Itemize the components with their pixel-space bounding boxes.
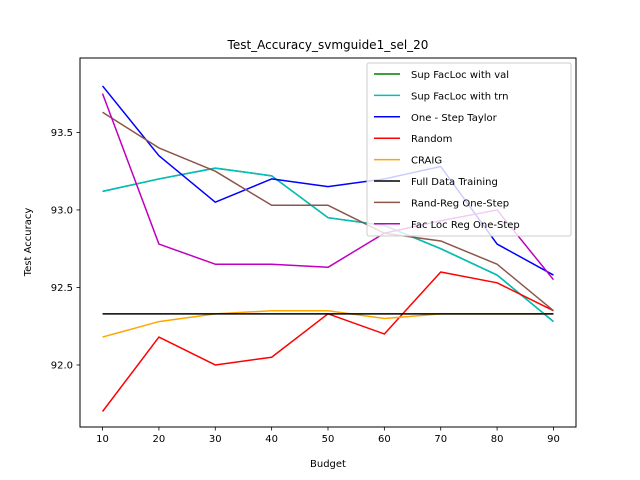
legend-label-6: Rand-Reg One-Step [411,198,509,209]
legend-label-2: One - Step Taylor [411,113,498,124]
x-tick-label: 60 [378,434,391,445]
y-tick-label: 93.0 [51,205,73,216]
legend-label-7: Fac Loc Reg One-Step [411,220,520,231]
x-axis-label: Budget [310,459,346,470]
legend-label-0: Sup FacLoc with val [411,70,509,81]
series-line-1 [102,167,554,323]
series-lines [101,85,555,412]
legend-label-4: CRAIG [411,156,442,167]
legend-label-5: Full Data Training [411,177,498,188]
legend-box [366,62,572,237]
x-axis: 10 20 30 40 50 60 70 80 90 [96,427,560,445]
legend-label-1: Sup FacLoc with trn [411,91,508,102]
x-tick-label: 80 [491,434,504,445]
x-tick-label: 50 [322,434,335,445]
legend: Sup FacLoc with val Sup FacLoc with trn On… [366,62,572,237]
y-axis-label: Test Accuracy [23,208,34,278]
x-tick-label: 70 [434,434,447,445]
legend-label-3: Random [411,134,452,145]
x-tick-label: 20 [153,434,166,445]
x-tick-label: 90 [547,434,560,445]
y-tick-label: 92.0 [51,360,73,371]
y-tick-label: 93.5 [51,128,73,139]
y-tick-label: 92.5 [51,283,73,294]
x-tick-label: 10 [96,434,109,445]
series-line-6 [102,111,554,312]
x-tick-label: 40 [265,434,278,445]
chart-title: Test_Accuracy_svmguide1_sel_20 [227,38,429,52]
x-tick-label: 30 [209,434,222,445]
y-axis: 92.0 92.5 93.0 93.5 [51,128,80,371]
